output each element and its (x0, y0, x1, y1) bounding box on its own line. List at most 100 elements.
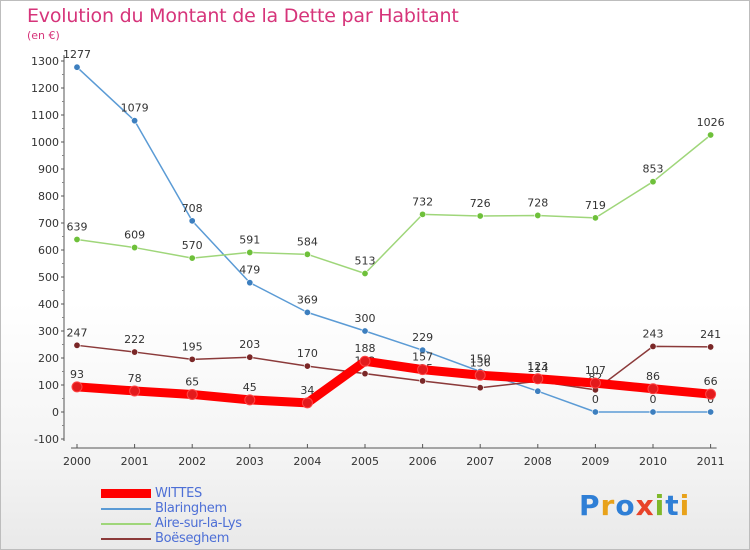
data-label-aire-sur-la-lys: 570 (182, 239, 203, 252)
x-tick-label: 2001 (121, 455, 149, 468)
y-tick-label: 0 (52, 406, 59, 419)
data-point-aire-sur-la-lys (188, 254, 196, 262)
data-label-boeseghem: 203 (239, 338, 260, 351)
data-point-aire-sur-la-lys (73, 235, 81, 243)
data-label-wittes: 65 (185, 375, 199, 388)
legend-label: WITTES (155, 486, 203, 501)
data-label-boeseghem: 241 (700, 328, 721, 341)
data-label-aire-sur-la-lys: 728 (527, 196, 548, 209)
x-tick-label: 2006 (409, 455, 437, 468)
data-label-boeseghem: 243 (643, 327, 664, 340)
y-tick-label: 100 (38, 379, 59, 392)
data-point-blaringhem (534, 387, 542, 395)
y-tick-label: 1200 (31, 82, 59, 95)
data-point-blaringhem (131, 117, 139, 125)
data-label-wittes: 188 (355, 342, 376, 355)
data-label-aire-sur-la-lys: 513 (355, 254, 376, 267)
data-label-wittes: 93 (70, 368, 84, 381)
series-line-blaringhem (76, 66, 712, 413)
data-label-wittes: 86 (646, 370, 660, 383)
data-point-aire-sur-la-lys (534, 211, 542, 219)
legend-item-blaringhem: Blaringhem (101, 501, 242, 516)
data-point-boeseghem (303, 362, 311, 370)
legend: WITTES Blaringhem Aire-sur-la-Lys Boëseg… (101, 486, 242, 546)
data-label-aire-sur-la-lys: 1026 (697, 116, 725, 129)
data-point-wittes (647, 383, 659, 395)
y-tick-label: 800 (38, 190, 59, 203)
logo-letter: o (615, 489, 636, 522)
data-label-boeseghem: 170 (297, 347, 318, 360)
y-tick-label: 600 (38, 244, 59, 257)
x-tick-label: 2000 (63, 455, 91, 468)
x-tick-label: 2005 (351, 455, 379, 468)
data-point-blaringhem (73, 63, 81, 71)
y-tick-label: 900 (38, 163, 59, 176)
data-point-boeseghem (188, 355, 196, 363)
data-label-blaringhem: 0 (592, 393, 599, 406)
legend-swatch (101, 537, 151, 540)
data-point-aire-sur-la-lys (303, 250, 311, 258)
data-point-aire-sur-la-lys (246, 248, 254, 256)
data-point-wittes (129, 385, 141, 397)
data-label-aire-sur-la-lys: 639 (67, 220, 88, 233)
y-tick-label: 1300 (31, 55, 59, 68)
data-point-blaringhem (707, 408, 715, 416)
data-label-blaringhem: 1277 (63, 48, 91, 61)
data-point-boeseghem (419, 377, 427, 385)
data-label-wittes: 34 (300, 384, 314, 397)
data-point-wittes (71, 381, 83, 393)
y-tick-label: -100 (34, 433, 59, 446)
y-tick-label: 200 (38, 352, 59, 365)
logo-letter: r (600, 489, 616, 522)
data-point-wittes (244, 394, 256, 406)
logo-letter: t (665, 489, 680, 522)
data-label-blaringhem: 1079 (121, 102, 149, 115)
data-point-wittes (532, 373, 544, 385)
data-point-blaringhem (591, 408, 599, 416)
data-point-wittes (589, 377, 601, 389)
data-label-wittes: 157 (412, 351, 433, 364)
data-label-wittes: 66 (704, 375, 718, 388)
x-tick-label: 2010 (639, 455, 667, 468)
data-label-aire-sur-la-lys: 853 (643, 163, 664, 176)
data-point-aire-sur-la-lys (649, 178, 657, 186)
data-point-wittes (474, 369, 486, 381)
data-label-boeseghem: 222 (124, 333, 145, 346)
data-point-blaringhem (419, 346, 427, 354)
data-label-aire-sur-la-lys: 584 (297, 235, 318, 248)
legend-label: Aire-sur-la-Lys (155, 516, 242, 531)
data-label-aire-sur-la-lys: 732 (412, 195, 433, 208)
series-line-aire-sur-la-lys (76, 134, 712, 275)
legend-item-aire-sur-la-lys: Aire-sur-la-Lys (101, 516, 242, 531)
data-point-aire-sur-la-lys (707, 131, 715, 139)
legend-swatch (101, 522, 151, 525)
x-tick-label: 2007 (466, 455, 494, 468)
chart-unit-label: (en €) (27, 29, 60, 42)
data-point-boeseghem (649, 342, 657, 350)
data-point-wittes (301, 397, 313, 409)
data-point-blaringhem (246, 279, 254, 287)
legend-label: Boëseghem (155, 531, 230, 546)
data-label-wittes: 107 (585, 364, 606, 377)
data-point-boeseghem (131, 348, 139, 356)
data-label-blaringhem: 300 (355, 312, 376, 325)
data-label-aire-sur-la-lys: 726 (470, 197, 491, 210)
logo-letter: i (679, 489, 691, 522)
data-label-wittes: 78 (128, 372, 142, 385)
x-tick-label: 2004 (293, 455, 321, 468)
data-label-blaringhem: 479 (239, 264, 260, 277)
logo-letter: x (635, 489, 655, 522)
data-point-aire-sur-la-lys (476, 212, 484, 220)
logo-letter: i (654, 489, 666, 522)
data-point-boeseghem (361, 370, 369, 378)
data-point-aire-sur-la-lys (131, 244, 139, 252)
data-label-blaringhem: 708 (182, 202, 203, 215)
data-point-blaringhem (361, 327, 369, 335)
y-tick-label: 400 (38, 298, 59, 311)
x-tick-label: 2011 (697, 455, 725, 468)
legend-label: Blaringhem (155, 501, 227, 516)
y-tick-label: 500 (38, 271, 59, 284)
data-point-wittes (417, 364, 429, 376)
